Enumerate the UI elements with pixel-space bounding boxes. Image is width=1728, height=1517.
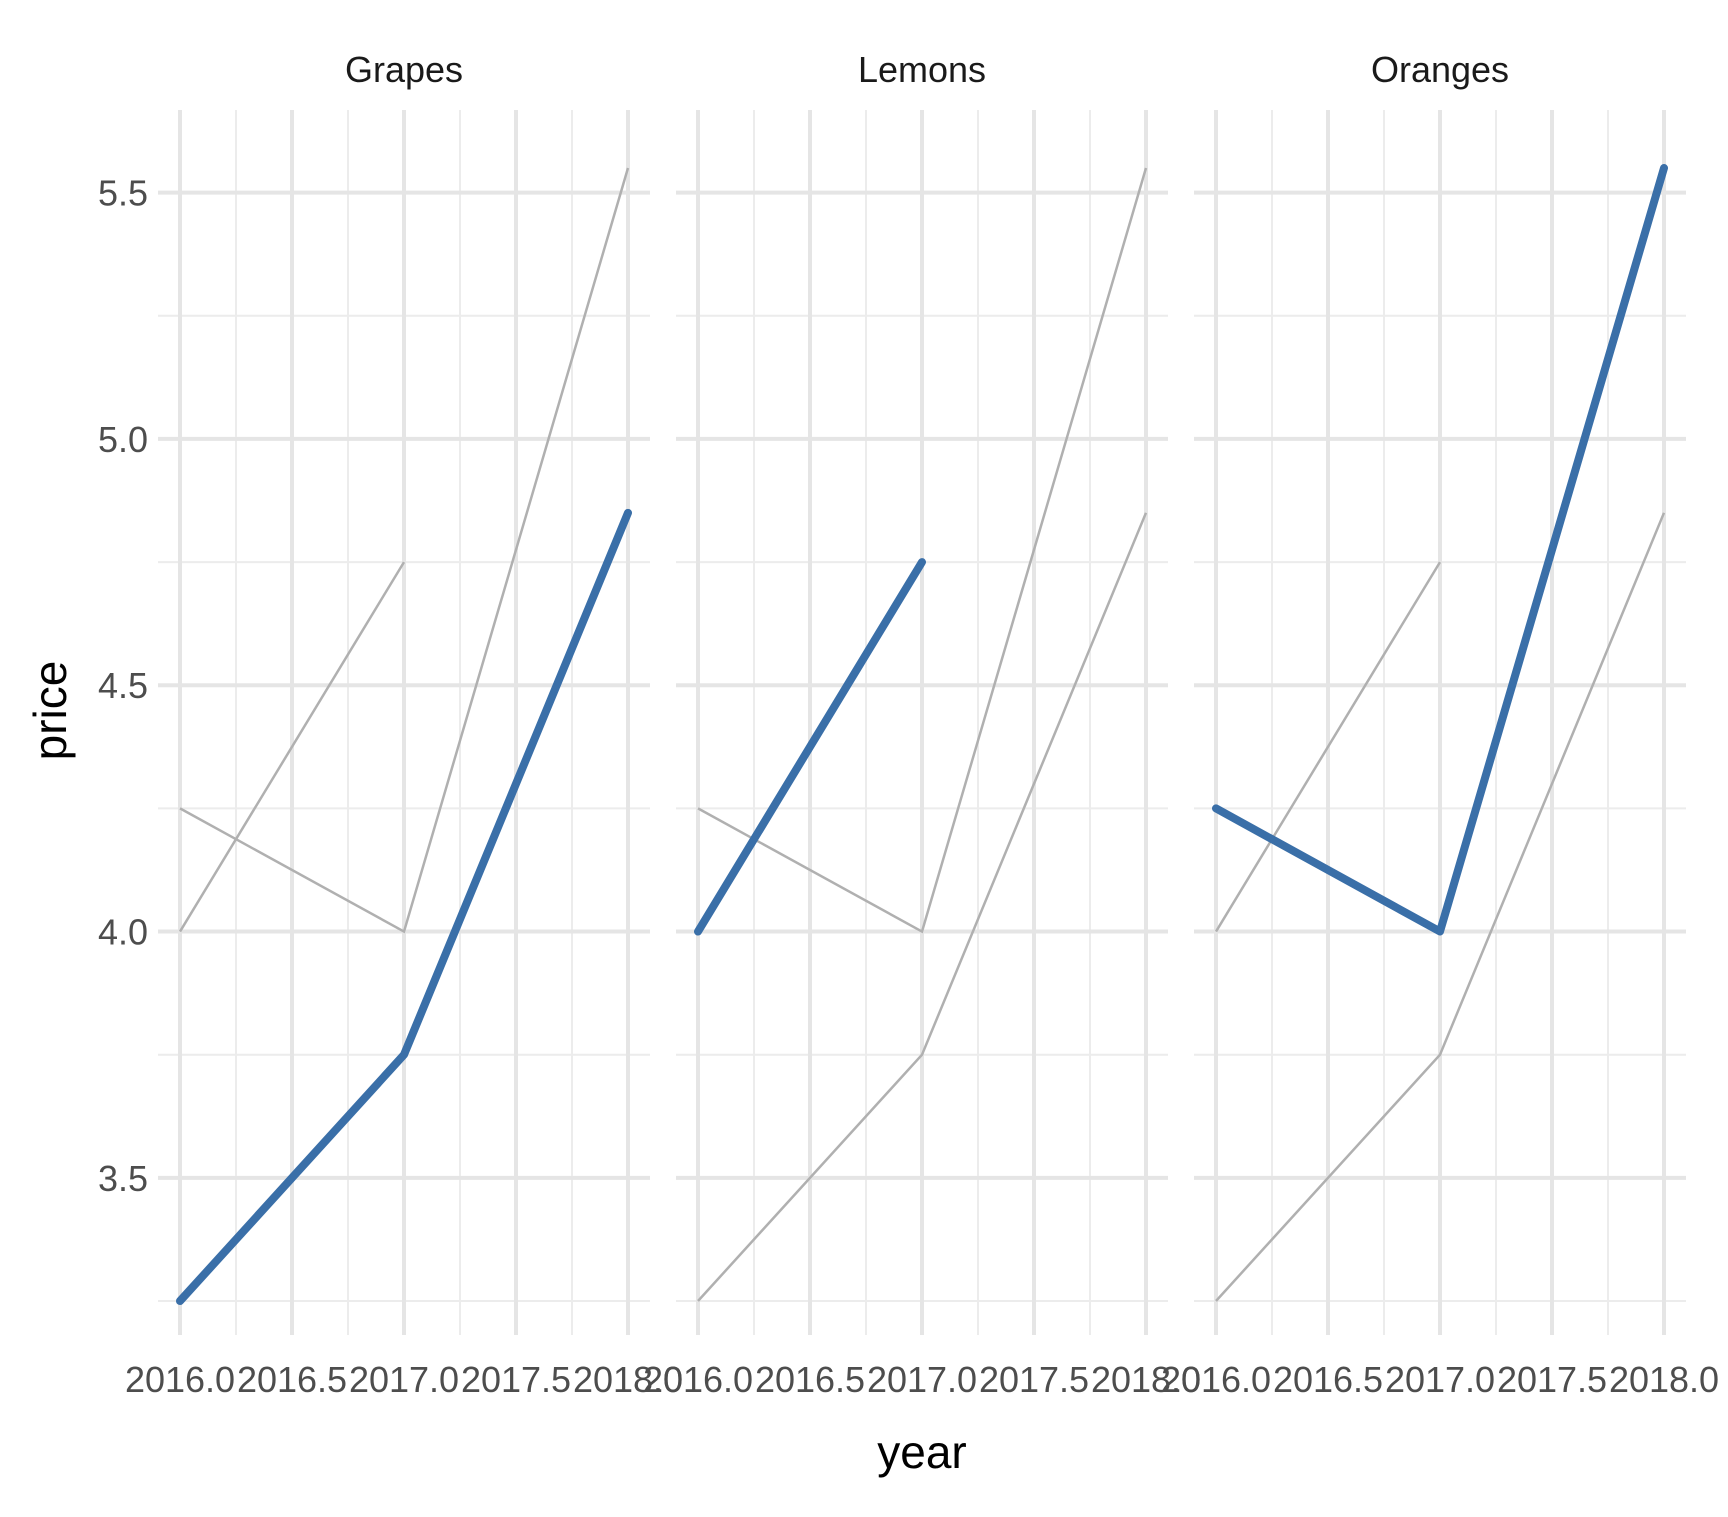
x-tick-label: 2017.0 — [349, 1359, 459, 1400]
x-tick-label: 2016.0 — [125, 1359, 235, 1400]
y-tick-label: 4.0 — [98, 912, 148, 953]
background-series-line-lemons — [1214, 561, 1442, 933]
x-tick-label: 2017.5 — [979, 1359, 1089, 1400]
y-tick-label: 4.5 — [98, 665, 148, 706]
x-tick-label: 2017.5 — [461, 1359, 571, 1400]
background-series-line-oranges — [179, 167, 630, 934]
x-axis-title: year — [877, 1426, 966, 1478]
x-tick-label: 2017.0 — [1385, 1359, 1495, 1400]
y-tick-label: 3.5 — [98, 1158, 148, 1199]
background-series-line-lemons — [178, 561, 406, 933]
facet-strip-label: Lemons — [858, 49, 986, 90]
background-series-line-oranges — [697, 167, 1148, 934]
highlight-series-line-grapes — [176, 508, 632, 1305]
x-tick-label: 2016.5 — [1273, 1359, 1383, 1400]
x-tick-label: 2018.0 — [1609, 1359, 1719, 1400]
highlight-series-line-lemons — [694, 558, 926, 936]
x-tick-label: 2018.0 — [1091, 1359, 1201, 1400]
y-tick-label: 5.0 — [98, 419, 148, 460]
x-tick-label: 2016.5 — [755, 1359, 865, 1400]
y-axis-title: price — [24, 661, 76, 761]
x-tick-label: 2017.0 — [867, 1359, 977, 1400]
background-series-line-grapes — [1215, 512, 1666, 1302]
background-series-line-grapes — [697, 512, 1148, 1302]
y-tick-label: 5.5 — [98, 173, 148, 214]
x-tick-label: 2016.0 — [1161, 1359, 1271, 1400]
x-tick-label: 2016.0 — [643, 1359, 753, 1400]
highlight-series-line-oranges — [1212, 164, 1668, 936]
facet-strip-label: Oranges — [1371, 49, 1509, 90]
facet-strip-label: Grapes — [345, 49, 463, 90]
x-tick-label: 2018.0 — [573, 1359, 683, 1400]
x-tick-label: 2016.5 — [237, 1359, 347, 1400]
x-tick-label: 2017.5 — [1497, 1359, 1607, 1400]
